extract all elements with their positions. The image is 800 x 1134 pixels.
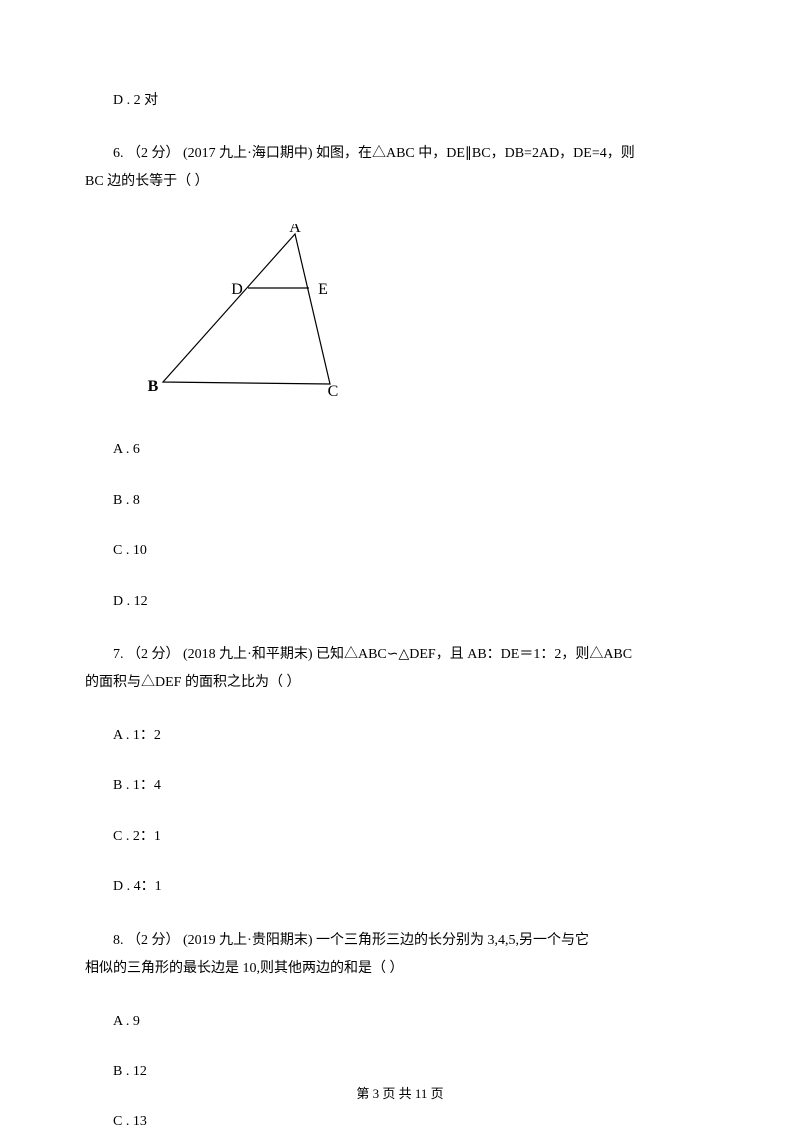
q6-option-b: B . 8	[85, 490, 715, 512]
label-a: A	[289, 224, 301, 236]
q6-stem-line2: BC 边的长等于（ ）	[85, 174, 209, 189]
q8-option-a: A . 9	[85, 1011, 715, 1033]
q6-figure: A B C D E	[145, 224, 715, 409]
q8-option-c: C . 13	[85, 1111, 715, 1133]
q6-option-d: D . 12	[85, 591, 715, 613]
q7-option-d: D . 4：1	[85, 876, 715, 898]
q6-stem-line1: 6. （2 分） (2017 九上·海口期中) 如图，在△ABC 中，DE∥BC…	[85, 140, 635, 168]
prev-option-d: D . 2 对	[85, 90, 715, 112]
page-footer: 第 3 页 共 11 页	[0, 1083, 800, 1102]
q8-stem: 8. （2 分） (2019 九上·贵阳期末) 一个三角形三边的长分别为 3,4…	[85, 927, 715, 983]
q7-option-a: A . 1：2	[85, 725, 715, 747]
q7-stem-line1: 7. （2 分） (2018 九上·和平期末) 已知△ABC∽△DEF，且 AB…	[85, 641, 632, 669]
q6-option-c: C . 10	[85, 540, 715, 562]
q6-option-a: A . 6	[85, 439, 715, 461]
label-e: E	[318, 281, 328, 298]
q8-stem-line2: 相似的三角形的最长边是 10,则其他两边的和是（ ）	[85, 961, 404, 976]
q7-option-b: B . 1：4	[85, 775, 715, 797]
label-d: D	[231, 281, 243, 298]
q7-stem: 7. （2 分） (2018 九上·和平期末) 已知△ABC∽△DEF，且 AB…	[85, 641, 715, 697]
triangle-abc	[163, 234, 330, 384]
q8-stem-line1: 8. （2 分） (2019 九上·贵阳期末) 一个三角形三边的长分别为 3,4…	[85, 927, 589, 955]
q8-option-b: B . 12	[85, 1061, 715, 1083]
q6-stem: 6. （2 分） (2017 九上·海口期中) 如图，在△ABC 中，DE∥BC…	[85, 140, 715, 196]
label-c: C	[328, 383, 339, 400]
label-b: B	[148, 378, 159, 395]
q7-option-c: C . 2：1	[85, 826, 715, 848]
q7-stem-line2: 的面积与△DEF 的面积之比为（ ）	[85, 675, 300, 690]
